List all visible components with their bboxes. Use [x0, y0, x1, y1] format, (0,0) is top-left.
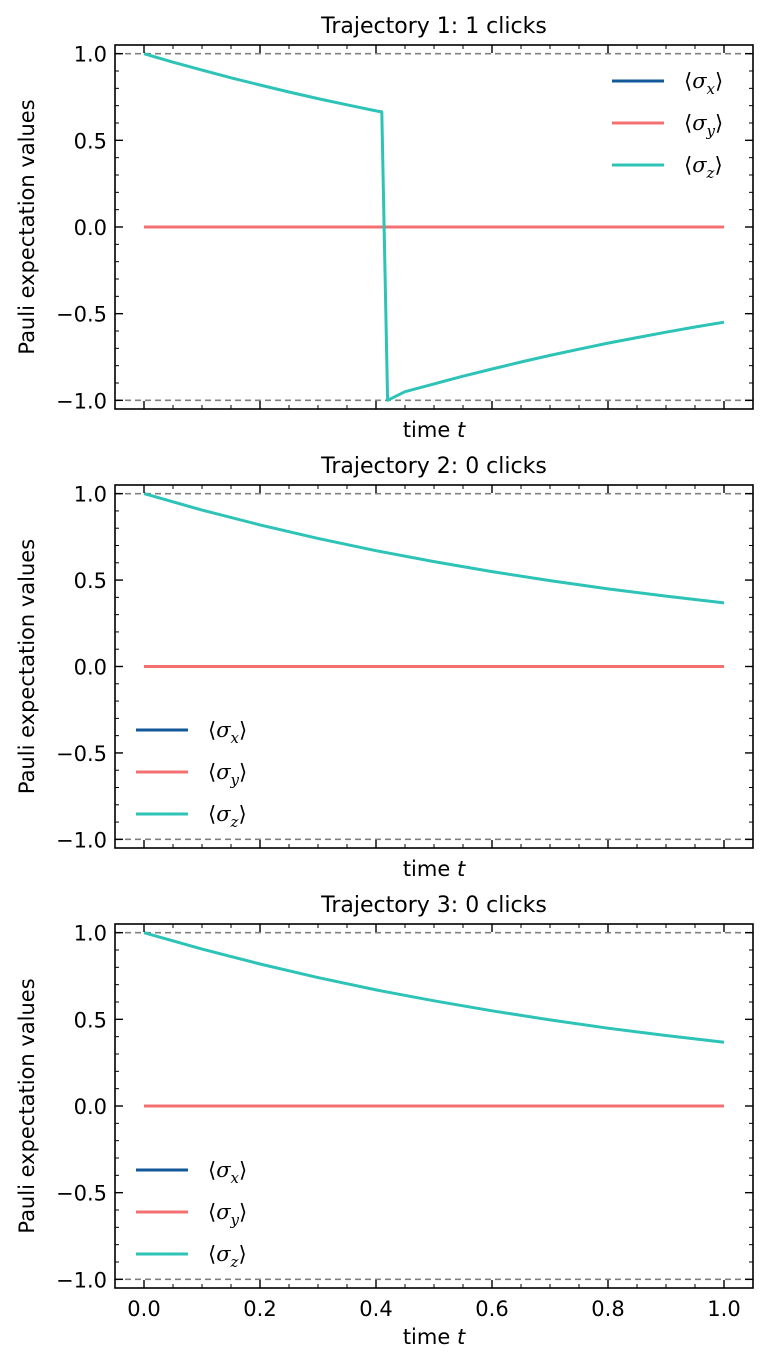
y-tick-label: −1.0 [56, 1268, 107, 1292]
legend-label-sigma-y: ⟨σy⟩ [684, 111, 723, 140]
y-tick-label: 0.5 [74, 129, 107, 153]
series-line-sigma-z [143, 492, 725, 605]
chart-title: Trajectory 3: 0 clicks [320, 893, 547, 918]
y-tick-label: 0.0 [74, 656, 107, 680]
legend-label-sigma-z: ⟨σz⟩ [684, 153, 723, 182]
legend: ⟨σx⟩ ⟨σy⟩ ⟨σz⟩ [136, 718, 247, 831]
legend-label-sigma-z: ⟨σz⟩ [208, 1242, 247, 1271]
y-tick-label: −0.5 [56, 742, 107, 766]
y-tick-label: −1.0 [56, 389, 107, 413]
chart-title: Trajectory 2: 0 clicks [320, 454, 547, 479]
y-tick-label: 0.0 [74, 1095, 107, 1119]
chart-panel-3: 1.0 0.5 0.0 −0.5 −1.0 0.0 0.2 0.4 0.6 0.8 1.0 Traje… [15, 893, 754, 1349]
y-axis-label: Pauli expectation values [15, 99, 39, 354]
y-tick-label: 1.0 [74, 922, 107, 946]
y-axis-label: Pauli expectation values [15, 539, 39, 794]
y-tick-label: 0.5 [74, 569, 107, 593]
legend-label-sigma-x: ⟨σx⟩ [208, 718, 247, 747]
y-tick-label: −0.5 [56, 1182, 107, 1206]
chart-panel-1: 1.0 0.5 0.0 −0.5 −1.0 Trajectory 1: 1 clicks t… [15, 14, 754, 442]
chart-panel-2: 1.0 0.5 0.0 −0.5 −1.0 Trajectory 2: 0 clicks t… [15, 454, 754, 881]
x-tick-label: 0.0 [127, 1297, 160, 1321]
legend-label-sigma-z: ⟨σz⟩ [208, 802, 247, 831]
x-tick-label: 0.8 [591, 1297, 624, 1321]
legend-label-sigma-y: ⟨σy⟩ [208, 1200, 247, 1229]
y-tick-label: −0.5 [56, 303, 107, 327]
y-tick-label: 1.0 [74, 483, 107, 507]
y-tick-label: 0.0 [74, 216, 107, 240]
x-tick-label: 0.4 [359, 1297, 392, 1321]
x-tick-label: 1.0 [707, 1297, 740, 1321]
y-tick-label: 1.0 [74, 43, 107, 67]
legend: ⟨σx⟩ ⟨σy⟩ ⟨σz⟩ [136, 1158, 247, 1271]
legend-label-sigma-x: ⟨σx⟩ [684, 69, 723, 98]
y-axis-label: Pauli expectation values [15, 978, 39, 1233]
legend: ⟨σx⟩ ⟨σy⟩ ⟨σz⟩ [612, 69, 723, 182]
chart-title: Trajectory 1: 1 clicks [320, 14, 547, 39]
legend-label-sigma-x: ⟨σx⟩ [208, 1158, 247, 1187]
x-axis-label: time t [403, 418, 466, 442]
x-axis-label: time t [403, 857, 466, 881]
series-line-sigma-z [143, 931, 725, 1044]
legend-label-sigma-y: ⟨σy⟩ [208, 760, 247, 789]
series-line-sigma-z [143, 52, 725, 402]
y-tick-label: 0.5 [74, 1008, 107, 1032]
x-tick-label: 0.6 [475, 1297, 508, 1321]
y-tick-label: −1.0 [56, 828, 107, 852]
x-tick-label: 0.2 [243, 1297, 276, 1321]
x-axis-label: time t [403, 1325, 466, 1349]
